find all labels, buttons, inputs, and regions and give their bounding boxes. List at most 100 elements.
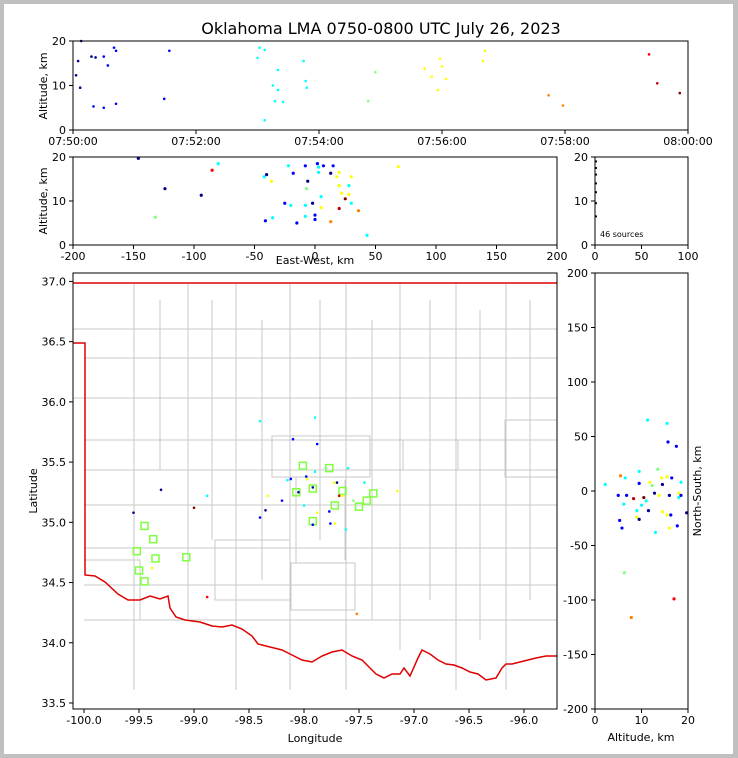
plan-view-point — [291, 437, 295, 441]
altitude-northsouth-point — [677, 491, 681, 495]
lma-station — [151, 554, 160, 563]
time-altitude-point — [168, 49, 171, 53]
altitude-northsouth-point — [665, 513, 669, 517]
eastwest-altitude-axes — [72, 156, 558, 246]
eastwest-altitude-point — [321, 164, 326, 168]
eastwest-altitude-point — [340, 191, 344, 195]
altitude-axis-tick-label: 20 — [681, 714, 695, 727]
altitude-northsouth-point — [618, 474, 623, 478]
time-altitude-point — [483, 49, 487, 53]
time-altitude-y-tick-label: 20 — [52, 35, 66, 48]
altitude-northsouth-point — [685, 511, 689, 515]
time-altitude-point — [102, 55, 106, 58]
lma-station — [308, 484, 318, 493]
lma-station — [140, 521, 149, 531]
eastwest-altitude-y-tick-label: 0 — [59, 239, 66, 252]
northsouth-axis-tick-label: -50 — [570, 540, 588, 553]
lma-station — [149, 534, 158, 544]
longitude-axis-tick-label: -99.0 — [180, 714, 208, 727]
latitude-axis-tick-label: 37.0 — [42, 275, 67, 288]
plan-view-point — [297, 490, 300, 494]
altitude-northsouth-point — [648, 480, 652, 484]
lma-station — [362, 496, 371, 505]
plan-view-point — [363, 481, 366, 484]
time-altitude-point — [281, 100, 285, 104]
eastwest-altitude-point — [337, 170, 341, 174]
plan-view-point — [302, 504, 306, 507]
plan-view-point — [344, 528, 348, 531]
time-altitude-point — [114, 102, 118, 106]
eastwest-altitude-point — [286, 164, 290, 168]
altitude-northsouth-point — [670, 476, 674, 480]
altitude-northsouth-point — [665, 475, 669, 479]
altitude-northsouth-point — [665, 421, 669, 426]
time-altitude-point — [74, 73, 78, 77]
altitude-northsouth-point — [642, 495, 646, 500]
eastwest-axis-tick-label: -100 — [182, 250, 207, 263]
altitude-northsouth-point — [618, 518, 622, 523]
latitude-label: Latitude — [27, 468, 40, 514]
eastwest-altitude-point — [347, 192, 351, 196]
altitude-northsouth-point — [667, 526, 672, 530]
time-altitude-point — [440, 65, 444, 68]
altitude-northsouth-point — [674, 444, 678, 448]
eastwest-altitude-point — [313, 213, 317, 217]
time-altitude-point — [678, 91, 682, 95]
eastwest-altitude-y-tick-label: 10 — [52, 195, 66, 208]
plan-view-panel: Latitude Longitude -100.0 -99.5 -99.0 -98.5… — [27, 272, 558, 745]
eastwest-altitude-point — [331, 164, 335, 168]
time-altitude-point — [256, 56, 259, 60]
altitude-northsouth-point — [669, 513, 673, 517]
altitude-histogram-axes — [594, 156, 689, 246]
latitude-axis-tick-label: 33.5 — [42, 697, 67, 710]
altitude-xlabel: Altitude, km — [607, 731, 674, 744]
eastwest-altitude-point — [349, 175, 353, 179]
plan-view-point — [329, 522, 332, 525]
plan-view-point — [315, 511, 319, 514]
lma-station — [354, 502, 364, 511]
plan-view-point — [328, 510, 331, 513]
altitude-northsouth-axes — [594, 272, 689, 710]
county-boundaries — [73, 283, 557, 690]
plan-view-point — [341, 494, 344, 498]
eastwest-altitude-point — [356, 209, 361, 213]
time-altitude-point — [162, 97, 166, 101]
figure-title: Oklahoma LMA 0750-0800 UTC July 26, 2023 — [201, 19, 560, 38]
time-altitude-point — [423, 67, 426, 70]
histogram-bar — [595, 167, 597, 169]
plan-view-point — [355, 612, 359, 616]
eastwest-altitude-point — [337, 184, 341, 188]
altitude-northsouth-point — [635, 509, 639, 513]
latitude-axis-tick-label: 36.5 — [42, 336, 67, 349]
plan-view-point — [396, 489, 399, 493]
time-axis-tick-label: 08:00:00 — [663, 135, 712, 148]
plan-view-point — [332, 481, 336, 484]
eastwest-altitude-point — [136, 156, 140, 160]
lma-station — [134, 566, 144, 575]
plan-view-point — [192, 506, 196, 510]
plan-view-point — [313, 470, 317, 474]
plan-view-point — [205, 595, 209, 599]
eastwest-altitude-point — [317, 170, 321, 174]
plan-view-axes — [72, 272, 558, 710]
altitude-northsouth-point — [667, 493, 672, 497]
time-altitude-point — [436, 88, 440, 92]
plan-view-point — [132, 511, 135, 514]
altitude-northsouth-point — [637, 517, 641, 521]
altitude-northsouth-point — [623, 476, 627, 480]
histogram-altitude-y-tick-label: 20 — [574, 151, 588, 164]
altitude-northsouth-point — [622, 502, 626, 506]
altitude-northsouth-point — [629, 615, 633, 620]
longitude-axis-tick-label: -99.5 — [125, 714, 153, 727]
altitude-northsouth-point — [620, 526, 624, 530]
plan-view-point — [289, 477, 293, 481]
northsouth-axis-tick-label: 100 — [567, 376, 588, 389]
time-altitude-point — [76, 59, 80, 63]
altitude-northsouth-point — [622, 571, 626, 575]
plan-view-point — [311, 486, 315, 489]
longitude-label: Longitude — [288, 732, 343, 745]
plan-view-point — [286, 478, 289, 482]
time-altitude-point — [430, 75, 434, 78]
eastwest-altitude-point — [329, 220, 333, 224]
time-altitude-point — [438, 57, 442, 61]
